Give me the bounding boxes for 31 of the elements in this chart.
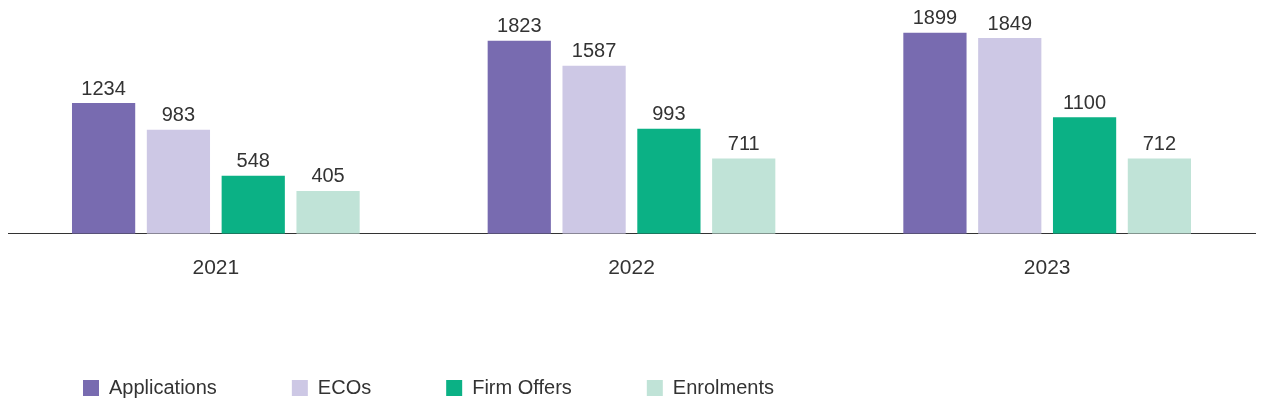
bar (1127, 158, 1192, 234)
data-label: 983 (161, 103, 196, 126)
data-label: 1234 (81, 76, 126, 99)
bar (71, 103, 136, 234)
data-label: 993 (652, 102, 686, 125)
bar (712, 158, 776, 234)
x-tick-label: 2022 (608, 255, 655, 279)
data-label: 1587 (571, 39, 617, 62)
data-label: 1849 (987, 11, 1033, 34)
data-label: 405 (311, 164, 345, 187)
bar (903, 32, 967, 234)
data-label: 1100 (1063, 90, 1107, 113)
legend-label: Enrolments (672, 375, 774, 398)
bar (562, 65, 626, 234)
bar (146, 129, 211, 234)
data-label: 1823 (497, 14, 542, 37)
bar (978, 37, 1042, 234)
legend-label: Firm Offers (472, 375, 572, 398)
bar (637, 128, 701, 234)
data-label: 712 (1142, 131, 1177, 154)
data-label: 548 (236, 149, 270, 172)
data-label: 711 (727, 132, 760, 155)
data-label: 1899 (912, 6, 958, 29)
bar (487, 40, 551, 234)
legend-label: ECOs (317, 375, 372, 398)
bar (221, 175, 285, 234)
legend-label: Applications (109, 375, 217, 398)
bar (296, 190, 360, 234)
x-tick-label: 2023 (1023, 255, 1071, 279)
x-tick-label: 2021 (192, 255, 240, 279)
bar (1052, 117, 1117, 234)
